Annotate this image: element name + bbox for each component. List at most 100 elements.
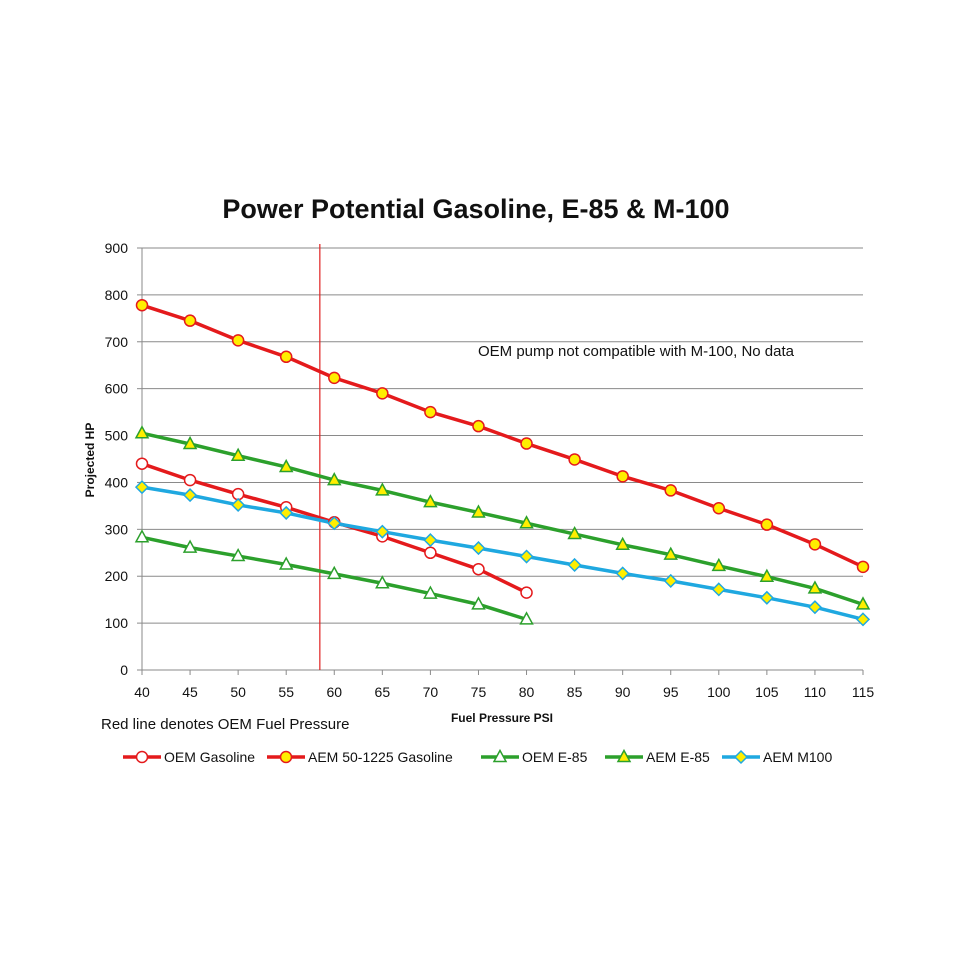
- x-tick-label-40: 40: [134, 684, 150, 700]
- legend-item-aem-e-85: AEM E-85: [605, 748, 710, 765]
- y-tick-label-100: 100: [105, 615, 129, 631]
- point-aem-e-85-55: [278, 458, 294, 473]
- point-oem-e-85-55: [278, 556, 294, 570]
- point-aem-e-85-105: [759, 568, 775, 582]
- y-tick-label-600: 600: [105, 381, 129, 397]
- point-aem-m100-115: [855, 612, 871, 627]
- point-aem-50-1225-gasoline-110: [808, 538, 822, 551]
- y-tick-label-200: 200: [105, 568, 129, 584]
- point-aem-m100-65: [375, 524, 390, 539]
- chart-title: Power Potential Gasoline, E-85 & M-100: [222, 194, 729, 224]
- legend-item-oem-e-85: OEM E-85: [481, 748, 588, 765]
- point-oem-e-85-75: [471, 596, 486, 610]
- x-tick-label-90: 90: [615, 684, 631, 700]
- point-oem-gasoline-40: [135, 457, 149, 470]
- point-aem-m100-95: [663, 573, 678, 588]
- y-tick-label-300: 300: [105, 521, 129, 537]
- y-tick-label-500: 500: [105, 428, 129, 444]
- chart-annotation: OEM pump not compatible with M-100, No d…: [478, 343, 795, 360]
- x-tick-label-75: 75: [471, 684, 487, 700]
- legend-item-aem-50-1225-gasoline: AEM 50-1225 Gasoline: [267, 749, 453, 765]
- point-aem-50-1225-gasoline-85: [568, 453, 581, 466]
- point-aem-50-1225-gasoline-105: [760, 518, 774, 531]
- point-aem-50-1225-gasoline-55: [279, 350, 293, 364]
- x-tick-label-95: 95: [663, 684, 679, 700]
- point-oem-gasoline-75: [472, 562, 485, 576]
- x-tick-label-70: 70: [423, 684, 439, 700]
- point-aem-50-1225-gasoline-45: [183, 314, 197, 327]
- legend-label-oem-gasoline: OEM Gasoline: [164, 749, 255, 765]
- y-tick-label-700: 700: [105, 334, 129, 350]
- x-tick-label-105: 105: [755, 684, 779, 700]
- point-aem-m100-85: [567, 557, 582, 573]
- point-aem-50-1225-gasoline-60: [328, 371, 341, 385]
- point-oem-e-85-65: [375, 575, 390, 589]
- point-oem-e-85-40: [134, 529, 150, 543]
- point-aem-m100-100: [711, 582, 726, 597]
- point-aem-m100-105: [759, 590, 774, 605]
- point-aem-m100-110: [807, 600, 822, 615]
- point-aem-50-1225-gasoline-40: [135, 298, 149, 312]
- point-aem-50-1225-gasoline-70: [424, 405, 437, 419]
- point-aem-50-1225-gasoline-100: [712, 501, 726, 515]
- point-oem-e-85-70: [423, 585, 438, 599]
- y-tick-label-800: 800: [105, 287, 129, 303]
- x-tick-label-55: 55: [278, 684, 294, 700]
- point-aem-e-85-115: [855, 596, 871, 610]
- point-oem-e-85-50: [230, 547, 246, 562]
- x-tick-label-45: 45: [182, 684, 198, 700]
- x-tick-label-85: 85: [567, 684, 583, 700]
- point-aem-e-85-85: [567, 525, 582, 540]
- legend-label-aem-e-85: AEM E-85: [646, 749, 710, 765]
- point-aem-m100-40: [134, 480, 150, 495]
- point-oem-gasoline-80: [520, 586, 533, 599]
- point-aem-e-85-40: [134, 425, 150, 439]
- legend-label-aem-m100: AEM M100: [763, 749, 832, 765]
- legend-label-aem-50-1225-gasoline: AEM 50-1225 Gasoline: [308, 749, 453, 765]
- legend-swatch-marker-oem-gasoline: [135, 750, 149, 764]
- point-aem-m100-70: [423, 533, 438, 548]
- point-aem-m100-60: [327, 516, 342, 531]
- point-aem-e-85-50: [230, 447, 246, 461]
- x-tick-label-60: 60: [326, 684, 342, 700]
- y-tick-label-900: 900: [105, 240, 129, 256]
- x-tick-label-50: 50: [230, 684, 246, 700]
- x-tick-label-65: 65: [375, 684, 391, 700]
- point-aem-e-85-70: [423, 494, 438, 508]
- point-aem-m100-45: [183, 488, 198, 503]
- point-aem-50-1225-gasoline-115: [856, 560, 870, 574]
- point-aem-e-85-100: [711, 557, 727, 572]
- point-aem-m100-55: [279, 505, 294, 520]
- legend-label-oem-e-85: OEM E-85: [522, 749, 588, 765]
- point-aem-50-1225-gasoline-95: [664, 484, 677, 497]
- point-aem-e-85-45: [182, 435, 198, 450]
- point-aem-m100-90: [615, 566, 630, 581]
- point-oem-e-85-60: [327, 565, 342, 580]
- legend: OEM Gasoline AEM 50-1225 Gasoline OEM E-85…: [123, 748, 832, 765]
- point-aem-m100-50: [231, 497, 246, 513]
- point-aem-e-85-110: [807, 580, 823, 594]
- series-lines: [141, 303, 864, 622]
- point-aem-e-85-90: [615, 536, 630, 551]
- point-aem-50-1225-gasoline-80: [520, 437, 533, 450]
- point-aem-50-1225-gasoline-50: [231, 334, 245, 347]
- point-aem-50-1225-gasoline-75: [472, 419, 485, 433]
- footnote: Red line denotes OEM Fuel Pressure: [101, 716, 349, 733]
- legend-swatch-marker-aem-50-1225-gasoline: [279, 750, 293, 764]
- point-oem-gasoline-45: [183, 473, 197, 487]
- series-line-aem-m100: [141, 485, 864, 622]
- x-tick-label-80: 80: [519, 684, 535, 700]
- point-aem-e-85-80: [519, 515, 534, 529]
- point-aem-e-85-75: [471, 504, 486, 518]
- x-tick-label-110: 110: [804, 684, 827, 700]
- point-aem-e-85-95: [663, 546, 678, 560]
- series-markers: [134, 298, 871, 627]
- axes: 0 100 200 300 400 500 600 700 800 900 40 45 50 55 60 65…: [105, 240, 875, 700]
- x-tick-label-100: 100: [707, 684, 731, 700]
- point-aem-e-85-65: [375, 482, 390, 496]
- y-tick-label-400: 400: [105, 474, 129, 490]
- point-aem-m100-75: [471, 541, 486, 556]
- legend-swatch-marker-aem-m100: [733, 749, 749, 765]
- legend-swatch-marker-oem-e-85: [492, 748, 508, 763]
